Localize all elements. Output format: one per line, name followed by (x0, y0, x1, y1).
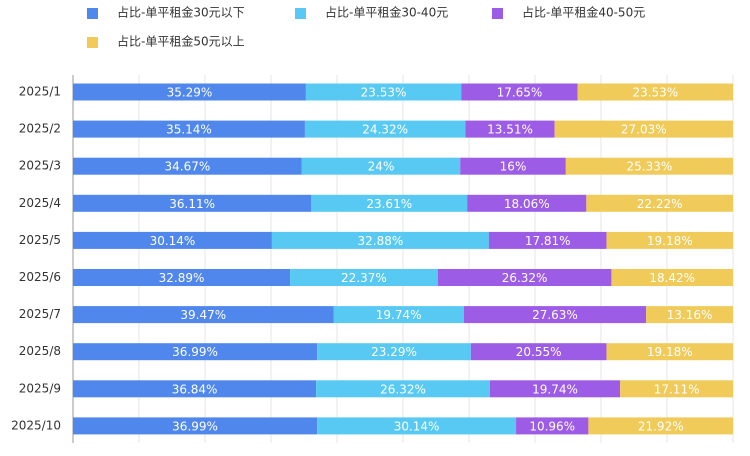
bar-segment (311, 194, 468, 212)
bar-segment (620, 380, 734, 398)
y-tick-label: 2025/6 (19, 270, 61, 284)
data-label: 20.55% (516, 345, 562, 359)
bar-segment (290, 269, 438, 286)
data-label: 23.61% (366, 197, 412, 211)
bar-segment (73, 343, 318, 361)
bar-segment (467, 194, 587, 212)
bar-segment (73, 269, 291, 286)
data-label: 27.63% (532, 308, 578, 322)
data-label: 34.67% (165, 160, 211, 174)
legend-swatch (87, 37, 98, 48)
y-tick-label: 2025/1 (19, 85, 61, 99)
data-label: 21.92% (638, 419, 684, 433)
data-label: 36.99% (172, 419, 218, 433)
legend-swatch (295, 8, 306, 19)
bar-segment (301, 157, 461, 175)
bar-segment (73, 231, 272, 249)
bar-segment (606, 231, 734, 249)
bar-segment (316, 380, 490, 398)
data-label: 23.53% (632, 86, 678, 100)
bar-segment (461, 83, 578, 101)
y-tick-label: 2025/3 (19, 159, 61, 173)
data-label: 36.99% (172, 345, 218, 359)
data-label: 19.18% (647, 234, 693, 248)
bar-segment (463, 306, 647, 324)
y-tick-label: 2025/7 (19, 307, 61, 321)
bar-segment (305, 83, 462, 101)
bar-segment (73, 194, 312, 212)
data-label: 30.14% (150, 234, 196, 248)
data-label: 32.88% (358, 234, 404, 248)
bar-segment (516, 417, 589, 435)
bar-segment (565, 157, 733, 175)
legend-label: 占比-单平租金40-50元 (522, 5, 645, 20)
bar-segment (73, 157, 302, 175)
bar-segment (271, 231, 489, 249)
data-label: 36.11% (169, 197, 215, 211)
data-label: 36.84% (172, 382, 218, 396)
data-label: 17.11% (654, 382, 700, 396)
bar-segment (611, 269, 733, 286)
data-label: 19.74% (532, 382, 578, 396)
bar-segment (317, 343, 471, 361)
bar-segment (437, 269, 612, 286)
data-label: 24.32% (362, 123, 408, 137)
data-label: 23.53% (361, 86, 407, 100)
y-tick-label: 2025/9 (19, 381, 61, 395)
data-label: 19.74% (376, 308, 422, 322)
bar-segment (646, 306, 733, 324)
data-label: 25.33% (627, 160, 673, 174)
data-label: 19.18% (647, 345, 693, 359)
y-tick-label: 2025/5 (19, 233, 61, 247)
legend-label: 占比-单平租金30-40元 (325, 5, 448, 20)
bar-segment (488, 231, 607, 249)
bar-segment (73, 380, 317, 398)
bar-segment (577, 83, 733, 101)
data-label: 17.81% (525, 234, 571, 248)
bar-segment (489, 380, 621, 398)
data-label: 17.65% (497, 86, 543, 100)
legend-swatch (87, 8, 98, 19)
data-label: 18.42% (649, 271, 695, 285)
bar-segment (588, 417, 734, 435)
data-label: 26.32% (502, 271, 548, 285)
legend-swatch (492, 8, 503, 19)
data-label: 22.22% (637, 197, 683, 211)
data-label: 39.47% (180, 308, 226, 322)
bar-segment (73, 120, 305, 138)
bar-segment (304, 120, 466, 138)
data-label: 27.03% (621, 123, 667, 137)
bar-segment (586, 194, 733, 212)
y-tick-label: 2025/2 (19, 122, 61, 136)
data-label: 22.37% (341, 271, 387, 285)
y-tick-label: 2025/4 (19, 196, 61, 210)
bar-segment (317, 417, 517, 435)
data-label: 13.16% (667, 308, 713, 322)
bar-segment (470, 343, 607, 361)
data-label: 10.96% (529, 419, 575, 433)
legend-label: 占比-单平租金30元以下 (117, 5, 245, 20)
bar-segment (554, 120, 733, 138)
data-label: 23.29% (371, 345, 417, 359)
data-label: 30.14% (394, 419, 440, 433)
bar-segment (606, 343, 734, 361)
y-tick-label: 2025/8 (19, 344, 61, 358)
legend-label: 占比-单平租金50元以上 (117, 34, 245, 49)
bar-segment (73, 417, 318, 435)
data-label: 24% (368, 160, 395, 174)
bar-segment (460, 157, 566, 175)
data-label: 16% (500, 160, 527, 174)
data-label: 35.14% (166, 123, 212, 137)
bar-segment (73, 83, 306, 101)
data-label: 35.29% (167, 86, 213, 100)
data-label: 13.51% (487, 123, 533, 137)
bar-segment (333, 306, 464, 324)
bar-segment (465, 120, 555, 138)
bar-segment (73, 306, 334, 324)
y-tick-label: 2025/10 (11, 418, 61, 432)
data-label: 18.06% (504, 197, 550, 211)
data-label: 26.32% (380, 382, 426, 396)
data-label: 32.89% (159, 271, 205, 285)
